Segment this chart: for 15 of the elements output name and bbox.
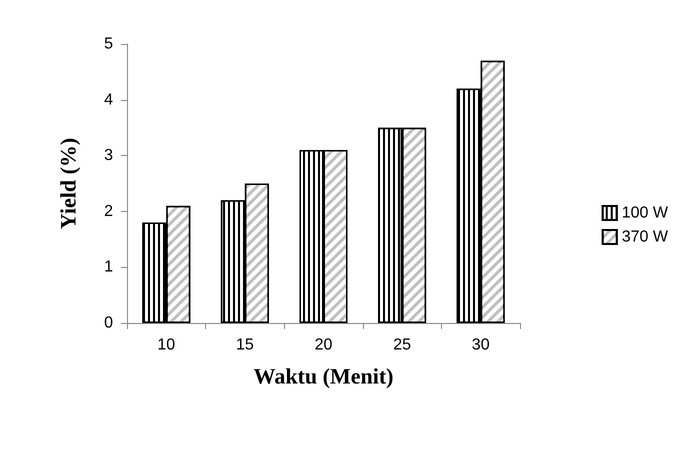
x-axis-title: Waktu (Menit) (254, 364, 394, 388)
y-tick-label: 4 (104, 91, 114, 108)
y-tick-label: 3 (104, 147, 114, 164)
y-tick-label: 1 (104, 258, 114, 276)
x-tick-label: 10 (157, 336, 176, 354)
x-tick-label: 30 (472, 336, 490, 354)
y-tick-label: 5 (104, 36, 114, 52)
x-tick-label: 20 (314, 336, 332, 354)
y-tick-label: 2 (104, 202, 114, 220)
legend-label: 370 W (622, 228, 669, 246)
legend-label: 100 W (622, 204, 669, 222)
y-tick-label: 0 (104, 314, 114, 332)
y-axis-title: Yield (%) (56, 138, 80, 230)
x-tick-label: 15 (236, 336, 254, 354)
x-tick-label: 25 (393, 336, 412, 354)
